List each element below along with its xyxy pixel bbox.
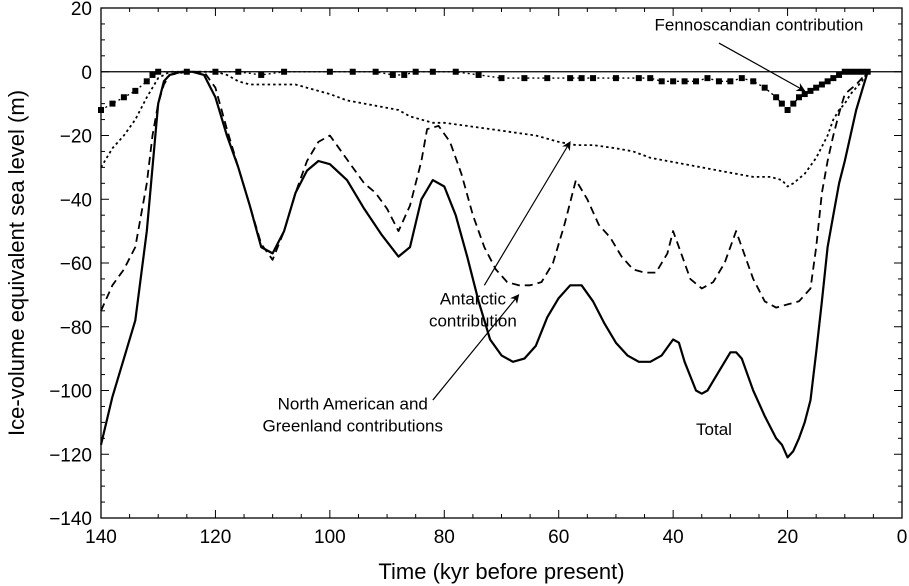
series-point-fennoscandian (761, 84, 768, 91)
series-point-fennoscandian (235, 68, 242, 75)
series-point-fennoscandian (578, 75, 585, 82)
annotation-arrow-antarctic (483, 141, 571, 286)
x-tick-label: 80 (434, 527, 455, 548)
series-point-fennoscandian (149, 71, 156, 78)
series-point-fennoscandian (612, 75, 619, 82)
series-point-fennoscandian (750, 78, 757, 85)
series-point-fennoscandian (864, 68, 871, 75)
series-point-fennoscandian (704, 75, 711, 82)
y-tick-label: −80 (60, 318, 92, 339)
y-tick-label: −20 (60, 127, 92, 148)
y-tick-label: −60 (60, 254, 92, 275)
series-point-fennoscandian (715, 78, 722, 85)
annotation-arrow-north-american (432, 294, 520, 401)
annotation-north-american: North American and Greenland contribution… (262, 395, 443, 436)
series-point-fennoscandian (727, 78, 734, 85)
annotation-arrow-fennoscandian (718, 42, 806, 92)
series-point-fennoscandian (372, 68, 379, 75)
series-point-fennoscandian (155, 68, 162, 75)
series-point-fennoscandian (796, 94, 803, 101)
y-axis-title: Ice-volume equivalent sea level (m) (4, 90, 29, 436)
series-point-fennoscandian (818, 81, 825, 88)
annotation-total: Total (696, 420, 732, 439)
series-point-fennoscandian (498, 75, 505, 82)
series-line-total (99, 70, 869, 459)
series-point-fennoscandian (452, 68, 459, 75)
x-tick-label: 100 (314, 527, 346, 548)
series-point-fennoscandian (120, 94, 127, 101)
series-point-fennoscandian (807, 87, 814, 94)
y-tick-label: 20 (71, 0, 92, 20)
y-tick-label: −140 (49, 509, 92, 530)
annotation-line: contribution (429, 311, 517, 330)
series-point-fennoscandian (109, 100, 116, 107)
series-point-fennoscandian (841, 68, 848, 75)
series-point-fennoscandian (681, 78, 688, 85)
series-point-fennoscandian (813, 84, 820, 91)
series-point-fennoscandian (567, 75, 574, 82)
plot-frame (100, 7, 903, 519)
series-point-fennoscandian (326, 68, 333, 75)
series-point-fennoscandian (544, 75, 551, 82)
annotation-line: Total (696, 420, 732, 439)
series-point-fennoscandian (281, 68, 288, 75)
series-line-antarctic (100, 70, 869, 188)
series-point-fennoscandian (349, 68, 356, 75)
series-point-fennoscandian (801, 91, 808, 98)
series-point-fennoscandian (847, 68, 854, 75)
series-point-fennoscandian (401, 71, 408, 78)
x-tick-label: 140 (85, 527, 117, 548)
series-point-fennoscandian (784, 107, 791, 113)
x-tick-label: 120 (200, 527, 232, 548)
series-point-fennoscandian (647, 75, 654, 82)
series-point-fennoscandian (183, 68, 190, 75)
x-tick-label: 0 (897, 527, 908, 548)
series-point-fennoscandian (590, 75, 597, 82)
annotation-antarctic: Antarctic contribution (429, 289, 517, 330)
series-point-fennoscandian (389, 71, 396, 78)
y-tick-label: −120 (49, 445, 92, 466)
x-tick-label: 40 (663, 527, 684, 548)
series-point-fennoscandian (429, 68, 436, 75)
series-point-fennoscandian (778, 100, 785, 107)
series-point-fennoscandian (132, 87, 139, 94)
series-point-fennoscandian (830, 75, 837, 82)
series-point-fennoscandian (258, 71, 265, 78)
series-point-fennoscandian (693, 78, 700, 85)
plot-area: 140 120 100 80 60 40 20 0 20 0 −20 −40 −60 −80 −100 −12… (49, 0, 907, 548)
series-point-fennoscandian (773, 94, 780, 101)
series-point-fennoscandian (836, 71, 843, 78)
annotation-line: Antarctic (440, 289, 507, 308)
series-point-fennoscandian (635, 75, 642, 82)
series-point-fennoscandian (212, 68, 219, 75)
series-point-fennoscandian (738, 75, 745, 82)
annotation-fennoscandian: Fennoscandian contribution (655, 15, 864, 34)
series-point-fennoscandian (412, 68, 419, 75)
series-point-fennoscandian (98, 107, 104, 113)
y-tick-label: 0 (81, 63, 92, 84)
x-axis-title: Time (kyr before present) (378, 559, 624, 584)
annotation-line: North American and (278, 395, 428, 414)
series-point-fennoscandian (475, 71, 482, 78)
annotation-line: Greenland contributions (262, 417, 443, 436)
annotation-line: Fennoscandian contribution (655, 15, 864, 34)
y-tick-label: −100 (49, 382, 92, 403)
x-tick-label: 20 (777, 527, 798, 548)
series-point-fennoscandian (790, 100, 797, 107)
series-point-fennoscandian (143, 78, 150, 85)
series-point-fennoscandian (824, 78, 831, 85)
series-point-fennoscandian (670, 78, 677, 85)
x-tick-label: 60 (548, 527, 569, 548)
series-line-north-american-greenland (100, 70, 869, 312)
series-point-fennoscandian (858, 68, 865, 75)
series-point-fennoscandian (658, 78, 665, 85)
series-point-fennoscandian (853, 68, 860, 75)
series-point-fennoscandian (521, 75, 528, 82)
y-tick-label: −40 (60, 190, 92, 211)
